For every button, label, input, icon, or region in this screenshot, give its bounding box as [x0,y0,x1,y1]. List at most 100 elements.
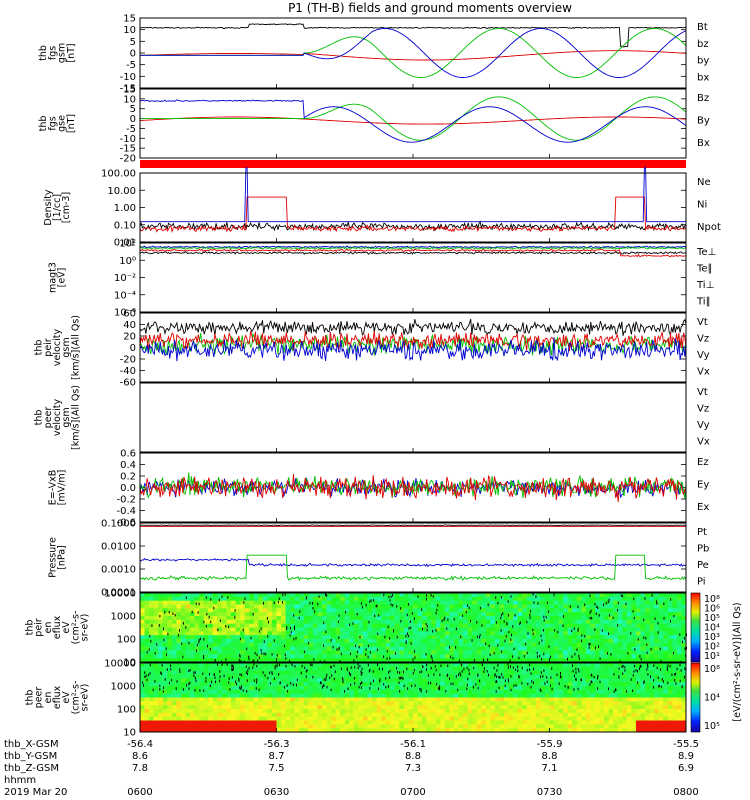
spectrogram-cell [640,608,646,613]
spectrogram-cell [494,670,500,675]
spectrogram-cell [453,619,459,625]
y-tick-label: -20 [120,355,136,366]
spectrogram-cell [403,608,409,613]
spectrogram-cell [422,646,428,651]
spectrogram-cell [212,686,218,691]
spectrogram-cell [312,709,318,714]
spectrogram-cell [372,689,377,695]
spectrogram-cell [376,705,382,710]
spectrogram-cell [276,716,282,721]
spectrogram-cell [294,616,300,621]
spectrogram-cell [180,701,186,706]
spectrogram-dropout [228,625,230,629]
spectrogram-cell [599,658,605,663]
spectrogram-cell [526,631,532,636]
spectrogram-cell [176,697,182,702]
spectrogram-cell [367,682,373,687]
spectrogram-cell [517,686,523,691]
spectrogram-cell [253,600,259,605]
spectrogram-cell [531,682,537,687]
spectrogram-cell [185,593,191,598]
spectrogram-cell [563,693,569,698]
spectrogram-cell [331,596,337,602]
spectrogram-cell [413,646,418,651]
spectrogram-cell [349,720,355,725]
spectrogram-cell [226,678,232,683]
spectrogram-cell [426,663,432,668]
spectrogram-cell [231,627,236,632]
spectrogram-cell [481,623,487,628]
spectrogram-cell [317,658,323,663]
spectrogram-dropout [657,622,659,625]
spectrogram-cell [276,705,282,710]
spectrogram-cell [508,693,514,698]
spectrogram-cell [167,705,173,710]
spectrogram-cell [190,650,195,655]
spectrogram-cell [258,670,264,675]
spectrogram-cell [349,608,355,613]
spectrogram-cell [144,724,150,729]
spectrogram-cell [235,712,241,718]
spectrogram-cell [144,705,150,710]
spectrogram-cell [645,720,650,725]
spectrogram-cell [267,693,273,698]
spectrogram-cell [590,616,596,621]
spectrogram-cell [626,674,632,679]
spectrogram-cell [485,712,491,718]
spectrogram-cell [554,596,559,602]
spectrogram-cell [185,600,191,605]
spectrogram-cell [399,682,405,687]
spectrogram-cell [472,697,478,702]
spectrogram-cell [308,666,314,672]
spectrogram-cell [631,658,637,663]
spectrogram-cell [212,608,218,613]
spectrogram-cell [308,689,314,695]
spectrogram-cell [308,650,314,655]
spectrogram-cell [476,693,482,698]
spectrogram-cell [185,604,191,609]
spectrogram-dropout [408,603,410,606]
spectrogram-cell [349,678,355,683]
spectrogram-cell [431,724,437,729]
panel-ylabel-line: velocity [52,399,63,437]
spectrogram-cell [513,639,519,644]
spectrogram-cell [535,728,541,733]
spectrogram-cell [262,697,268,702]
spectrogram-cell [581,642,587,648]
spectrogram-cell [153,608,159,613]
spectrogram-cell [331,670,337,675]
spectrogram-cell [385,689,391,695]
spectrogram-cell [599,631,605,636]
spectrogram-cell [595,642,600,648]
spectrogram-dropout [326,594,328,597]
spectrogram-cell [262,593,268,598]
spectrogram-cell [667,658,673,663]
spectrogram-cell [631,646,637,651]
spectrogram-cell [422,616,428,621]
spectrogram-cell [440,712,446,718]
spectrogram-cell [517,612,523,617]
spectrogram-cell [526,593,532,598]
spectrogram-cell [449,635,455,640]
spectrogram-cell [312,631,318,636]
spectrogram-cell [335,720,341,725]
spectrogram-cell [463,600,468,605]
colorbar-gradient [690,592,701,663]
spectrogram-cell [576,616,582,621]
spectrogram-cell [499,619,505,625]
spectrogram-cell [149,670,155,675]
spectrogram-cell [640,635,646,640]
spectrogram-cell [190,635,195,640]
spectrogram-cell [535,639,541,644]
spectrogram-cell [499,724,505,729]
spectrogram-cell [604,670,610,675]
spectrogram-cell [244,612,250,617]
spectrogram-cell [376,712,382,718]
spectrogram-cell [440,686,446,691]
spectrogram-cell [453,728,459,733]
spectrogram-dropout [609,614,610,617]
spectrogram-cell [472,612,478,617]
spectrogram-cell [381,642,387,648]
spectrogram-cell [640,682,646,687]
